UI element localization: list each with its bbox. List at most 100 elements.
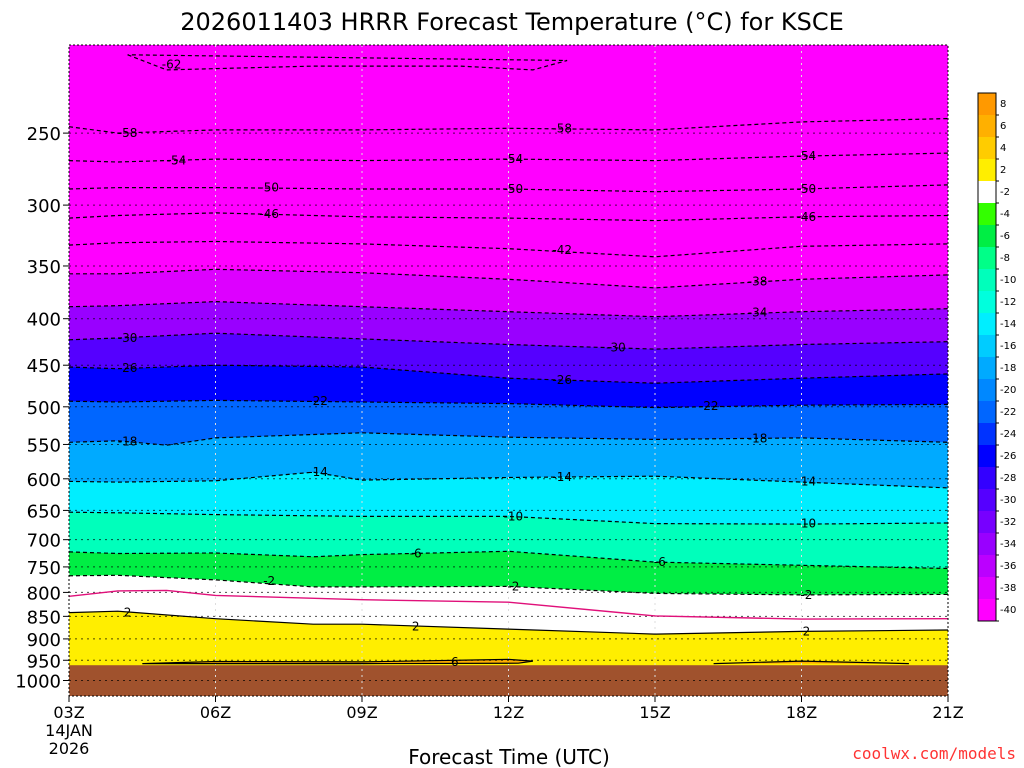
colorbar-label: -14 [1000, 319, 1016, 330]
isotherm-line [69, 364, 948, 384]
colorbar-label: -40 [1000, 605, 1016, 616]
colorbar-swatch [978, 93, 996, 115]
y-tick-label: 700 [27, 531, 61, 552]
colorbar-swatch [978, 159, 996, 181]
isotherm-label: 2 [124, 606, 132, 620]
isotherm-line [69, 610, 948, 635]
isotherm-label: -22 [699, 399, 719, 413]
colorbar-label: -24 [1000, 429, 1016, 440]
colorbar-swatch [978, 225, 996, 247]
isotherm-label: -26 [118, 361, 138, 375]
colorbar-label: 4 [1000, 143, 1006, 154]
colorbar-label: -18 [1000, 363, 1016, 374]
colorbar-swatch [978, 599, 996, 621]
isotherm-label: -10 [797, 517, 817, 531]
y-tick-label: 500 [27, 398, 61, 419]
isotherm-line [69, 152, 948, 163]
colorbar-swatch [978, 445, 996, 467]
x-tick-label: 18Z [786, 703, 817, 722]
colorbar-swatch [978, 467, 996, 489]
isotherm-label: -46 [259, 207, 279, 221]
colorbar-legend: 8 6 4 2 -2 -4 -6 -8 -10 -12 -14 -16 -18 -20 -22 -24 -26 -… [977, 92, 1016, 622]
isotherm-line [69, 332, 948, 350]
colorbar-label: -2 [1000, 187, 1010, 198]
isotherm-label: -58 [552, 121, 572, 135]
y-tick-label: 1000 [15, 672, 61, 693]
isotherm-label: -54 [797, 149, 817, 163]
x-axis: 03Z 06Z 09Z 12Z 15Z 18Z 21Z [53, 696, 964, 722]
colorbar-swatch [978, 489, 996, 511]
colorbar-swatch [978, 291, 996, 313]
y-tick-label: 350 [27, 257, 61, 278]
isotherm-label: -58 [118, 126, 138, 140]
colorbar-label: -20 [1000, 385, 1016, 396]
x-tick-label: 21Z [932, 703, 963, 722]
isotherm-label: -14 [797, 474, 817, 488]
isotherm-label: -62 [162, 57, 182, 71]
isotherm-label: 6 [451, 655, 459, 669]
x-tick-label: 09Z [346, 703, 377, 722]
isotherm-label: -46 [797, 210, 817, 224]
colorbar-swatch [978, 511, 996, 533]
colorbar-label: -22 [1000, 407, 1016, 418]
colorbar-label: -10 [1000, 275, 1016, 286]
gridlines [69, 45, 948, 696]
isotherm-label: -18 [748, 432, 768, 446]
isotherm-line [69, 432, 948, 446]
isotherm-line [127, 54, 568, 71]
isotherm-label: -50 [797, 182, 817, 196]
isotherm-line [69, 471, 948, 489]
band-warm-pocket [142, 659, 533, 664]
y-tick-label: 400 [27, 310, 61, 331]
isotherm-line [69, 399, 948, 409]
colorbar-label: -34 [1000, 539, 1016, 550]
isotherm-labels: -62-58 -58-54 -54 -54-50 -50 -50-46 -46-42-38-… [118, 57, 816, 669]
y-tick-label: 900 [27, 630, 61, 651]
colorbar-swatch [978, 379, 996, 401]
y-tick-label: 250 [27, 124, 61, 145]
isotherm-line [69, 240, 948, 258]
colorbar-label: -36 [1000, 561, 1016, 572]
colorbar-label: -26 [1000, 451, 1016, 462]
isotherm-label: -18 [118, 435, 138, 449]
colorbar-label: 6 [1000, 121, 1006, 132]
y-tick-label: 850 [27, 607, 61, 628]
colorbar-swatch [978, 203, 996, 225]
isotherm-label: -38 [748, 274, 768, 288]
y-axis: 2503003504004505005506006507007508008509… [15, 124, 69, 693]
y-tick-label: 600 [27, 470, 61, 491]
isotherm-label: -14 [308, 465, 328, 479]
x-axis-label: Forecast Time (UTC) [408, 745, 610, 768]
isotherm-label: -30 [606, 340, 626, 354]
isotherm-line [69, 300, 948, 318]
colorbar-label: 8 [1000, 99, 1006, 110]
x-start-date-line2: 2026 [49, 739, 90, 758]
isotherm-label: -6 [654, 555, 666, 569]
isotherm-label: -34 [748, 306, 768, 320]
colorbar-label: 2 [1000, 165, 1006, 176]
colorbar-swatch [978, 181, 996, 203]
colorbar-swatch [978, 401, 996, 423]
y-tick-label: 550 [27, 435, 61, 456]
isotherm-line [69, 212, 948, 222]
isotherm-label: -26 [552, 373, 572, 387]
colorbar-swatch [978, 555, 996, 577]
y-tick-label: 750 [27, 558, 61, 579]
colorbar-swatch [978, 577, 996, 599]
y-tick-label: 800 [27, 583, 61, 604]
isotherm-line [713, 660, 909, 665]
colorbar-swatch [978, 335, 996, 357]
colorbar-swatch [978, 423, 996, 445]
x-tick-label: 12Z [493, 703, 524, 722]
isotherm-label: -30 [118, 331, 138, 345]
x-tick-label: 15Z [639, 703, 670, 722]
colorbar-label: -4 [1000, 209, 1010, 220]
isotherm-label: -50 [504, 182, 524, 196]
isotherm-line [142, 658, 533, 665]
colorbar-swatch [978, 115, 996, 137]
colorbar-label: -6 [1000, 231, 1010, 242]
colorbar-label: -8 [1000, 253, 1010, 264]
colorbar-swatch [978, 357, 996, 379]
